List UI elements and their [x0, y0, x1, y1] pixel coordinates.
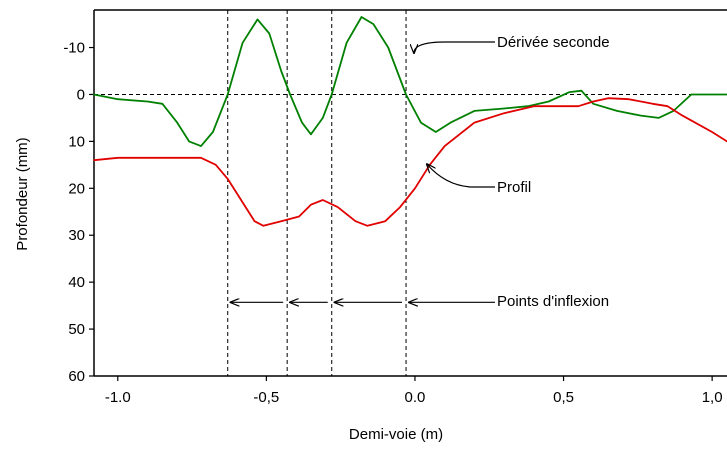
y-tick-label: 30	[68, 227, 85, 244]
y-tick-label: 60	[68, 368, 85, 385]
y-tick-label: 40	[68, 274, 85, 291]
series-line-derivee-seconde	[93, 16, 727, 148]
annotation-points-inflexion: Points d'inflexion	[497, 293, 609, 310]
annotation-arrow-derivee	[414, 41, 495, 53]
x-tick-label: -1.0	[105, 389, 131, 406]
x-tick-label: 0,5	[553, 389, 574, 406]
y-tick-label: 20	[68, 180, 85, 197]
reference-lines-layer	[94, 10, 727, 376]
x-tick-label: 1,0	[702, 389, 723, 406]
y-tick-label: 50	[68, 321, 85, 338]
annotation-arrow-profil	[427, 164, 495, 188]
series-line-profil	[93, 97, 727, 227]
y-tick-label: -10	[63, 40, 85, 57]
annotation-profil: Profil	[497, 179, 531, 196]
annotation-derivee-seconde: Dérivée seconde	[497, 34, 610, 51]
y-tick-label: 0	[77, 86, 85, 103]
x-tick-label: 0.0	[405, 389, 426, 406]
x-axis-title: Demi-voie (m)	[349, 426, 443, 443]
x-tick-label: -0,5	[253, 389, 279, 406]
y-tick-label: 10	[68, 133, 85, 150]
series-layer	[93, 16, 727, 227]
y-axis-title: Profondeur (mm)	[14, 137, 31, 250]
annotations-layer: Dérivée seconde Profil Points d'inflexion	[231, 34, 610, 310]
ticks-layer: -10 0 10 20 30 40 50 60 -1.0 -0,5 0.0 0,5 1,0	[63, 40, 722, 406]
